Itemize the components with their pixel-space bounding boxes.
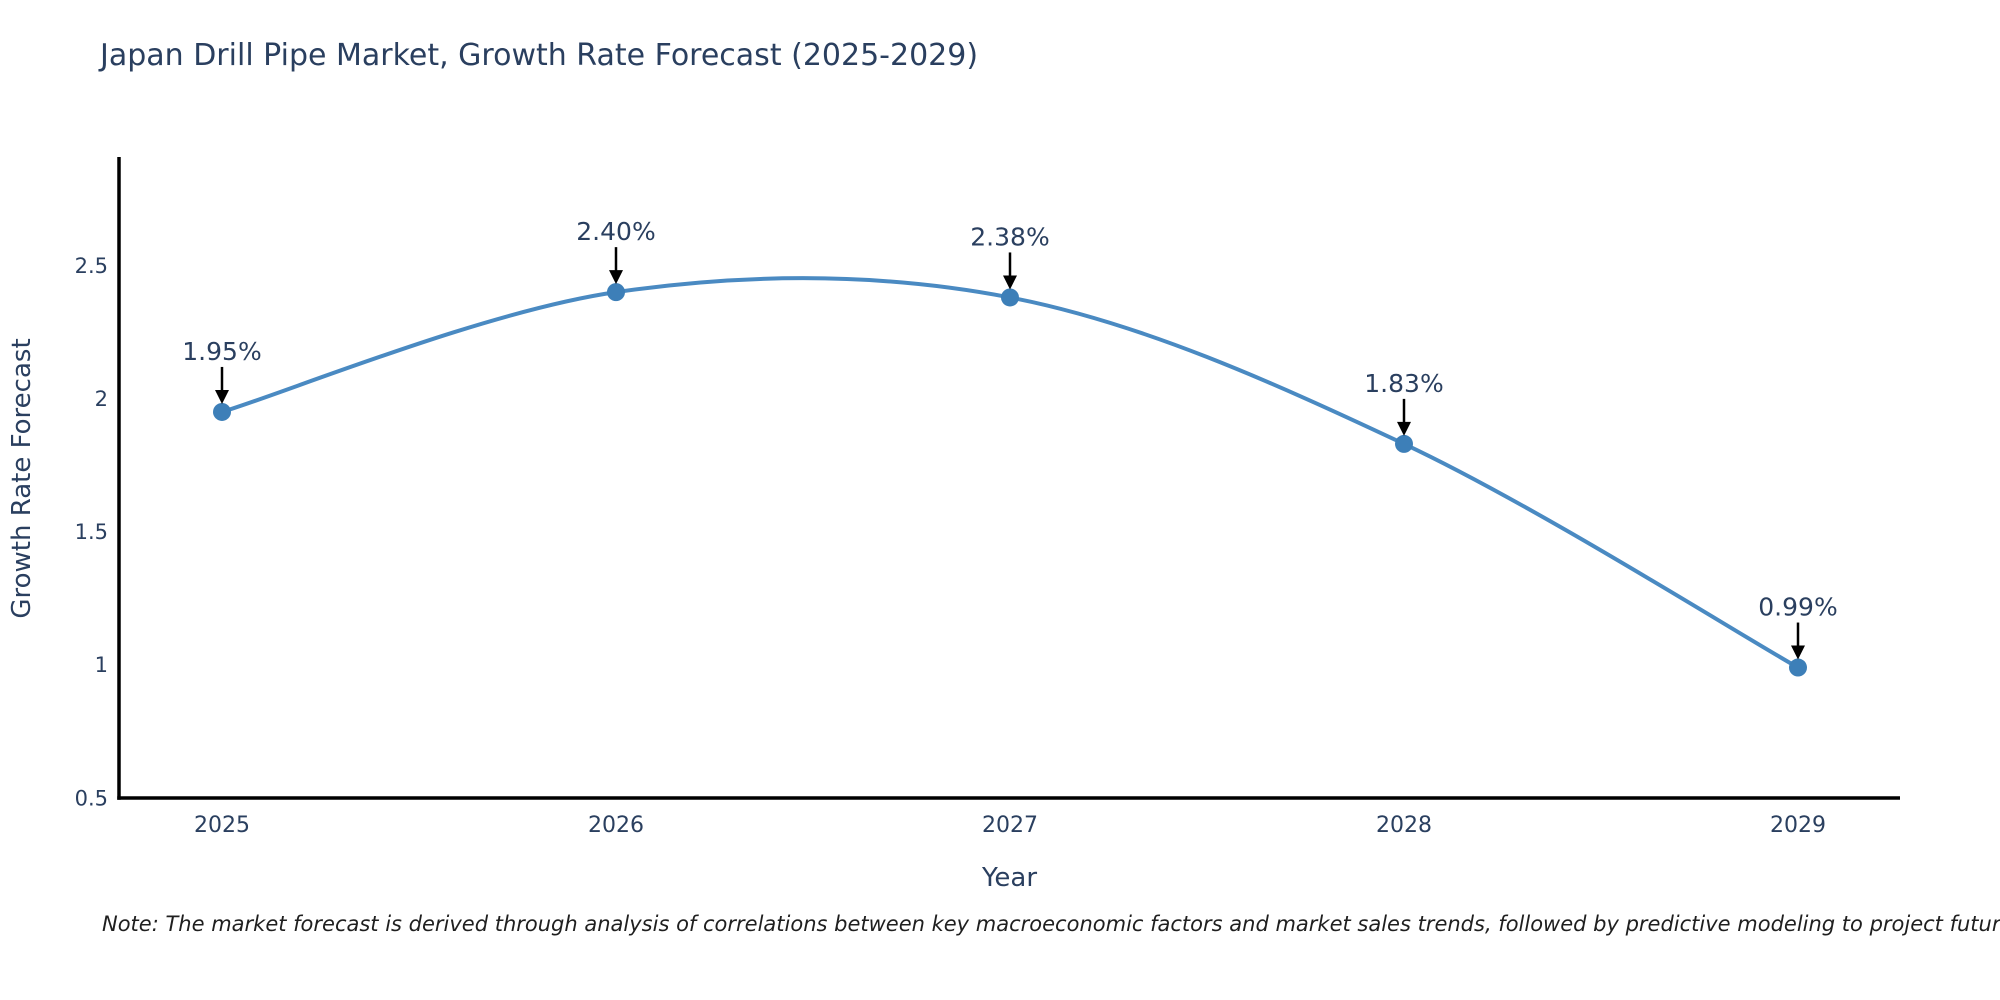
y-tick-label: 1 xyxy=(95,653,108,677)
y-tick-label: 0.5 xyxy=(75,786,108,810)
chart-title: Japan Drill Pipe Market, Growth Rate For… xyxy=(100,38,979,73)
annotation-arrowhead-icon xyxy=(1791,645,1805,660)
annotation-arrowhead-icon xyxy=(1003,275,1017,290)
y-axis-title: Growth Rate Forecast xyxy=(7,338,37,618)
x-axis-title: Year xyxy=(981,863,1037,893)
y-tick-label: 2 xyxy=(95,387,108,411)
annotation-label: 2.38% xyxy=(970,222,1049,251)
annotation-label: 0.99% xyxy=(1758,593,1837,622)
annotation-arrowhead-icon xyxy=(1397,421,1411,436)
annotation-arrowhead-icon xyxy=(609,270,623,285)
data-point[interactable] xyxy=(1395,434,1413,453)
data-point[interactable] xyxy=(213,402,231,421)
data-point[interactable] xyxy=(1789,658,1807,677)
series-line xyxy=(221,276,1799,670)
data-point[interactable] xyxy=(607,283,625,302)
data-point[interactable] xyxy=(1001,288,1019,307)
y-tick-label: 2.5 xyxy=(75,254,108,278)
x-tick-label: 2029 xyxy=(1770,813,1826,838)
annotation-arrowhead-icon xyxy=(215,389,229,404)
footnote: Note: The market forecast is derived thr… xyxy=(102,912,2000,936)
y-tick-label: 1.5 xyxy=(75,520,108,544)
annotation-label: 2.40% xyxy=(576,217,655,246)
x-tick-label: 2028 xyxy=(1376,813,1432,838)
x-tick-label: 2027 xyxy=(982,813,1038,838)
x-tick-label: 2025 xyxy=(194,813,250,838)
annotation-label: 1.83% xyxy=(1364,369,1443,398)
annotation-label: 1.95% xyxy=(182,337,261,366)
x-tick-label: 2026 xyxy=(588,813,644,838)
